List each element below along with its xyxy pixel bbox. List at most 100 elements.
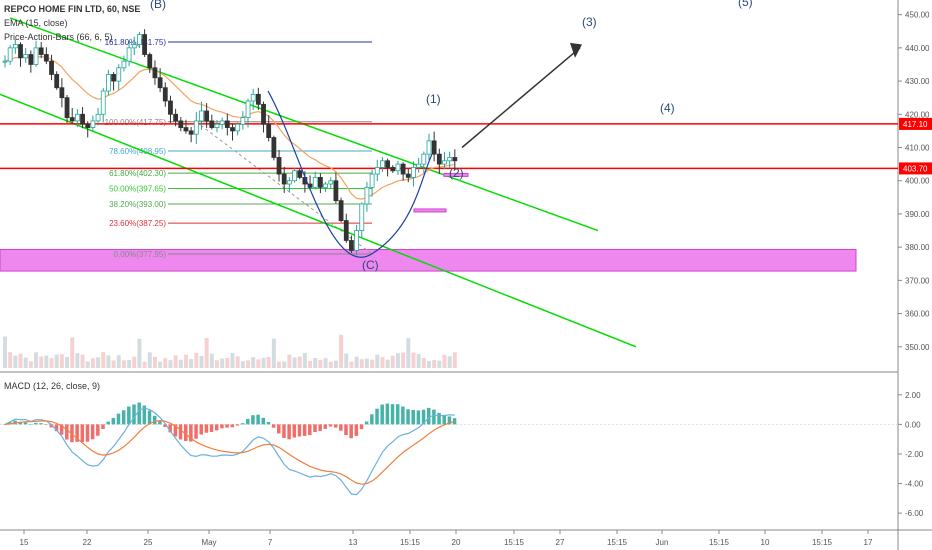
volume-bar <box>158 361 163 368</box>
volume-bar <box>163 358 168 368</box>
candle-body <box>271 137 277 158</box>
volume-bar <box>349 361 354 368</box>
macd-histogram-bar <box>308 424 312 436</box>
volume-bar <box>147 352 152 368</box>
candle-body <box>447 157 453 162</box>
macd-histogram-bar <box>152 415 157 425</box>
time-tick-label: 27 <box>556 538 565 547</box>
volume-bar <box>395 353 400 368</box>
candle-body <box>230 127 235 132</box>
arrow-line <box>461 47 581 149</box>
time-tick-label: 15:15 <box>504 538 525 547</box>
candle-body <box>126 47 132 62</box>
fib-label: 50.00%(397.65) <box>109 185 166 194</box>
volume-bar <box>313 357 318 368</box>
candle-body <box>436 153 442 165</box>
volume-bar <box>8 352 13 368</box>
volume-bar <box>59 354 64 368</box>
volume-bar <box>189 358 194 368</box>
candle-body <box>276 157 282 175</box>
volume-bar <box>106 355 111 368</box>
volume-bar <box>323 358 328 368</box>
candle-body <box>116 67 122 82</box>
macd-histogram-bar <box>80 424 85 443</box>
volume-bar <box>199 356 204 368</box>
time-tick-label: 17 <box>864 538 873 547</box>
volume-bar <box>183 354 188 368</box>
macd-histogram-bar <box>421 409 426 425</box>
candle-body <box>385 160 391 168</box>
candle-body <box>121 60 127 69</box>
candle-body <box>90 120 96 128</box>
candle-body <box>395 163 401 172</box>
macd-histogram-bar <box>390 404 395 425</box>
candle-body <box>411 167 416 178</box>
candle-body <box>204 110 210 122</box>
macd-histogram-bar <box>411 409 415 425</box>
macd-histogram-bar <box>214 424 219 431</box>
macd-histogram-bar <box>204 424 209 433</box>
macd-histogram-bar <box>173 424 178 437</box>
volume-bar <box>70 337 75 368</box>
macd-histogram-bar <box>49 424 54 428</box>
macd-histogram-bar <box>266 421 271 425</box>
volume-bar <box>13 355 18 368</box>
candle-body <box>106 74 111 92</box>
macd-histogram-bar <box>240 423 245 425</box>
candle-body <box>28 54 34 65</box>
price-action-legend: Price-Action-Bars (66, 6, 5) <box>4 32 113 42</box>
candles[interactable] <box>2 29 458 256</box>
price-tick-label: 360.00 <box>905 310 930 319</box>
volume-bar <box>390 355 395 368</box>
volume-bar <box>370 359 375 368</box>
candle-body <box>333 180 339 202</box>
candle-body <box>452 157 458 162</box>
time-tick-label: 15:15 <box>400 538 421 547</box>
macd-histogram-bar <box>406 409 410 425</box>
macd-histogram-bar <box>313 424 317 433</box>
macd-histogram-bar <box>65 424 69 440</box>
macd-histogram-bar <box>328 424 333 427</box>
macd-histogram-bar <box>287 424 291 440</box>
demand-zone <box>0 248 857 272</box>
candle-body <box>137 34 142 45</box>
fibonacci-levels: 161.80%(441.75) 100.00%(417.75) 78.60%(408… <box>105 38 373 259</box>
volume-bar <box>411 352 416 368</box>
candle-body <box>369 173 375 188</box>
volume-bar <box>34 352 39 368</box>
time-tick-label: 25 <box>144 538 153 547</box>
volume-bar <box>308 360 313 368</box>
macd-tick-label: -2.00 <box>905 450 924 459</box>
candle-body <box>54 74 60 89</box>
macd-histogram-bar <box>168 424 172 433</box>
volume-bar <box>447 356 452 368</box>
volume-bar <box>18 353 23 368</box>
candle-body <box>405 173 411 178</box>
volume-bar <box>302 352 307 368</box>
price-tick-label: 390.00 <box>905 210 930 219</box>
candle-body <box>349 240 354 251</box>
volume-bar <box>75 353 80 368</box>
macd-histogram-bar <box>251 415 255 425</box>
small-zone <box>443 172 469 177</box>
candle-body <box>338 200 344 221</box>
candle-body <box>240 117 246 125</box>
volume-bar <box>220 358 225 368</box>
price-label: 403.70 <box>903 164 928 173</box>
macd-histogram-bar <box>178 424 183 440</box>
macd-histogram-bar <box>28 424 33 425</box>
volume-bar <box>261 357 266 368</box>
horizontal-levels <box>0 123 898 170</box>
arrow-head <box>570 42 582 58</box>
small-zones <box>413 172 469 213</box>
macd-histogram-bar <box>349 424 353 439</box>
macd-histogram-bar <box>344 424 348 436</box>
candle-body <box>421 153 427 165</box>
candle-body <box>400 163 406 175</box>
price-tick-label: 420.00 <box>905 110 930 119</box>
candle-body <box>235 123 241 132</box>
price-axis: 450.00 440.00 430.00 420.00 410.00 400.00 390.… <box>898 11 932 352</box>
candle-body <box>147 54 153 69</box>
macd-histogram-bar <box>183 424 188 441</box>
